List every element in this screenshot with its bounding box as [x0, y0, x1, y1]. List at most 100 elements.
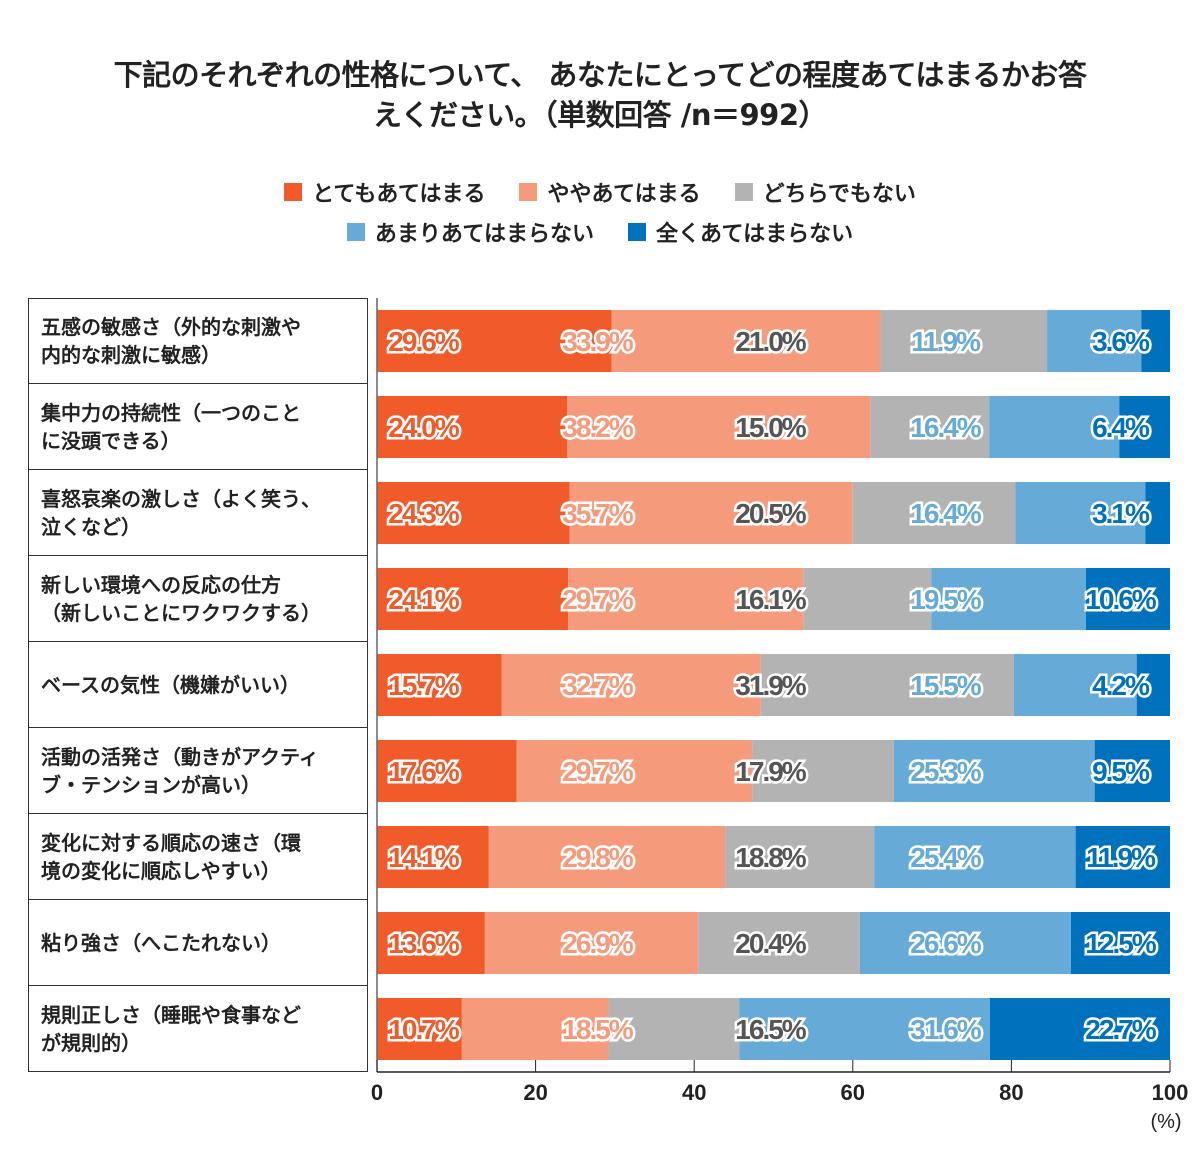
category-label-line: 五感の敏感さ（外的な刺激や [41, 315, 301, 339]
category-label: 五感の敏感さ（外的な刺激や 内的な刺激に敏感） [28, 298, 368, 384]
bar-segment [1075, 826, 1170, 888]
data-label: 10.6% [1085, 584, 1156, 615]
category-label-line: 新しい環境への反応の仕方 [41, 572, 281, 597]
category-label: 変化に対する順応の速さ（環 境の変化に順応しやすい） [28, 814, 368, 900]
category-label-text: 活動の活発さ（動きがアクティ ブ・テンションが高い） [41, 743, 319, 799]
data-label: 20.4% [735, 928, 806, 959]
bar-segment [739, 998, 990, 1060]
bar-segment [1145, 482, 1170, 544]
category-label: 規則正しさ（睡眠や食事など が規則的） [28, 986, 368, 1072]
data-label: 29.7% [562, 584, 633, 615]
category-label-text: 変化に対する順応の速さ（環 境の変化に順応しやすい） [41, 829, 301, 885]
data-label: 16.4% [910, 498, 981, 529]
bar-segment [1070, 912, 1170, 974]
data-label: 3.1% [1092, 498, 1150, 529]
bar-segment [725, 826, 875, 888]
bar-segment [377, 654, 502, 716]
bar-segment [377, 482, 570, 544]
data-label: 17.6% [388, 756, 459, 787]
bar-segment [989, 396, 1120, 458]
x-tick-label: 80 [999, 1080, 1023, 1105]
bar-segment [377, 998, 462, 1060]
bar-segment [859, 912, 1071, 974]
category-label-line: 喜怒哀楽の激しさ（よく笑う、 [41, 486, 321, 511]
category-label-line: （新しいことにワクワクする） [41, 600, 321, 625]
category-label-line: 集中力の持続性（一つのこと [41, 400, 301, 425]
category-label: 喜怒哀楽の激しさ（よく笑う、 泣くなど） [28, 470, 368, 556]
data-label: 14.1% [388, 842, 459, 873]
category-label-line: 内的な刺激に敏感） [41, 343, 221, 367]
bar-segment [569, 482, 853, 544]
bar-segment [516, 740, 753, 802]
bar-segment [852, 482, 1016, 544]
data-label: 15.7% [388, 670, 459, 701]
legend-label: 全くあてはまらない [656, 222, 854, 247]
data-label: 21.0% [735, 326, 806, 357]
bar-segment [377, 740, 517, 802]
data-label: 20.5% [735, 498, 806, 529]
data-label: 33.9% [562, 326, 633, 357]
bar-segment [803, 568, 932, 630]
data-label: 24.3% [388, 498, 459, 529]
data-label: 15.0% [735, 412, 806, 443]
legend-label: どちらでもない [762, 182, 916, 207]
category-label: 活動の活発さ（動きがアクティ ブ・テンションが高い） [28, 728, 368, 814]
bar-segment [989, 998, 1170, 1060]
bar-segment [377, 826, 489, 888]
data-label: 11.9% [1086, 842, 1156, 873]
data-label: 38.2% [562, 412, 633, 443]
data-label: 35.7% [562, 498, 633, 529]
bar-segment [608, 998, 740, 1060]
data-label: 24.0% [388, 412, 459, 443]
data-label: 26.6% [910, 928, 981, 959]
x-tick-label: 20 [523, 1080, 547, 1105]
legend-swatch [346, 223, 365, 241]
data-label: 16.5% [735, 1014, 806, 1045]
chart-title-line-1: 下記のそれぞれの性格について、 あなたにとってどの程度あてはまるかお答 [113, 58, 1087, 92]
category-label-line: に没頭できる） [41, 428, 181, 453]
category-label-line: 境の変化に順応しやすい） [41, 858, 281, 883]
data-label: 9.5% [1092, 756, 1150, 787]
category-label-line: ブ・テンションが高い） [41, 772, 261, 797]
data-label: 25.4% [910, 842, 981, 873]
category-label-text: 集中力の持続性（一つのこと に没頭できる） [41, 399, 301, 455]
x-tick-label: 100 [1152, 1080, 1189, 1105]
data-label: 15.5% [910, 670, 981, 701]
bar-segment [752, 740, 895, 802]
data-label: 18.8% [735, 842, 806, 873]
data-label: 29.8% [562, 842, 633, 873]
x-tick-label: 40 [682, 1080, 706, 1105]
category-label-text: 喜怒哀楽の激しさ（よく笑う、 泣くなど） [41, 485, 321, 541]
category-label-line: 粘り強さ（へこたれない） [41, 930, 281, 955]
legend-label: ややあてはまる [547, 182, 701, 207]
data-label: 4.2% [1092, 670, 1150, 701]
category-label-line: 規則正しさ（睡眠や食事など [41, 1002, 301, 1027]
data-label: 16.1% [735, 584, 806, 615]
legend-swatch [284, 183, 303, 201]
category-label-text: ベースの気性（機嫌がいい） [41, 671, 300, 699]
data-label: 24.1% [388, 584, 459, 615]
bar-segment [760, 654, 1014, 716]
bar-segment [1136, 654, 1170, 716]
legend-label: とてもあてはまる [312, 182, 486, 207]
x-tick-label: 0 [371, 1080, 383, 1105]
bar-segment [567, 396, 871, 458]
bar-segment [484, 912, 699, 974]
legend-item: 全くあてはまらない [628, 216, 853, 248]
legend-item: どちらでもない [734, 176, 916, 208]
bar-segment [1141, 310, 1170, 372]
bar-segment [1085, 568, 1170, 630]
bar-segment [501, 654, 761, 716]
category-label-line: 活動の活発さ（動きがアクティ [41, 744, 319, 769]
x-axis-label: (%) [1150, 1111, 1181, 1133]
legend-item: あまりあてはまらない [346, 216, 594, 248]
legend-label: あまりあてはまらない [374, 222, 594, 247]
bar-segment [461, 998, 609, 1060]
x-tick-label: 60 [841, 1080, 865, 1105]
bar-segment [870, 396, 990, 458]
legend-item: とてもあてはまる [284, 176, 485, 208]
legend-swatch [519, 183, 538, 201]
bar-segment [880, 310, 1048, 372]
category-label-text: 五感の敏感さ（外的な刺激や 内的な刺激に敏感） [41, 313, 301, 369]
category-label-line: ベースの気性（機嫌がいい） [41, 672, 300, 697]
